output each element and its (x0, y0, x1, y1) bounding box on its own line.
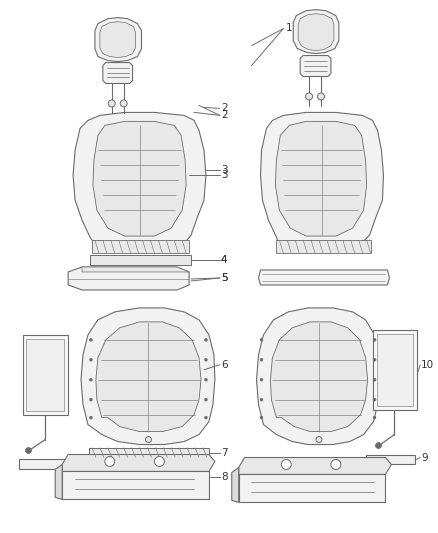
Circle shape (108, 100, 115, 107)
Polygon shape (81, 308, 215, 445)
Text: 2: 2 (221, 110, 227, 120)
Circle shape (145, 437, 152, 442)
Polygon shape (261, 112, 383, 248)
Polygon shape (90, 255, 191, 265)
Polygon shape (300, 55, 331, 77)
Text: 7: 7 (221, 448, 227, 457)
Circle shape (260, 378, 263, 381)
Circle shape (89, 338, 92, 341)
Polygon shape (293, 10, 339, 53)
Circle shape (155, 456, 164, 466)
Polygon shape (298, 14, 334, 51)
Circle shape (260, 416, 263, 419)
Circle shape (281, 459, 291, 470)
Text: 3: 3 (221, 170, 227, 180)
Text: 9: 9 (421, 453, 428, 463)
Text: 2: 2 (221, 103, 227, 114)
Polygon shape (26, 339, 64, 410)
Text: 6: 6 (221, 360, 227, 370)
Polygon shape (103, 62, 133, 84)
Text: 5: 5 (221, 273, 227, 283)
Polygon shape (82, 267, 189, 272)
Polygon shape (377, 334, 413, 406)
Text: 5: 5 (221, 273, 227, 283)
Circle shape (373, 416, 376, 419)
Polygon shape (93, 122, 186, 236)
Polygon shape (239, 457, 392, 474)
Circle shape (373, 378, 376, 381)
Circle shape (373, 338, 376, 341)
Circle shape (205, 378, 208, 381)
Circle shape (89, 398, 92, 401)
Circle shape (25, 448, 32, 454)
Polygon shape (62, 455, 215, 472)
Circle shape (316, 437, 322, 442)
Circle shape (375, 442, 381, 449)
Polygon shape (68, 267, 189, 290)
Polygon shape (276, 122, 367, 236)
Polygon shape (96, 322, 201, 432)
Polygon shape (95, 18, 141, 61)
Circle shape (373, 398, 376, 401)
Polygon shape (366, 455, 415, 464)
Polygon shape (239, 474, 385, 503)
Polygon shape (89, 448, 209, 457)
Polygon shape (100, 22, 135, 58)
Polygon shape (257, 308, 379, 445)
Circle shape (260, 398, 263, 401)
Text: 4: 4 (221, 255, 227, 265)
Polygon shape (73, 112, 206, 248)
Circle shape (89, 378, 92, 381)
Polygon shape (373, 330, 417, 410)
Polygon shape (276, 240, 371, 253)
Polygon shape (62, 472, 209, 499)
Polygon shape (92, 240, 189, 253)
Circle shape (205, 398, 208, 401)
Circle shape (89, 416, 92, 419)
Circle shape (373, 358, 376, 361)
Circle shape (260, 338, 263, 341)
Polygon shape (55, 464, 62, 499)
Circle shape (205, 416, 208, 419)
Polygon shape (270, 322, 367, 432)
Polygon shape (232, 467, 239, 503)
Circle shape (260, 358, 263, 361)
Text: 1: 1 (286, 22, 293, 33)
Circle shape (306, 93, 313, 100)
Polygon shape (258, 270, 389, 285)
Circle shape (331, 459, 341, 470)
Text: 3: 3 (221, 165, 227, 175)
Text: 8: 8 (221, 472, 227, 482)
Circle shape (120, 100, 127, 107)
Polygon shape (18, 459, 68, 470)
Circle shape (89, 358, 92, 361)
Polygon shape (22, 335, 68, 415)
Text: 10: 10 (421, 360, 434, 370)
Circle shape (105, 456, 115, 466)
Circle shape (205, 338, 208, 341)
Circle shape (205, 358, 208, 361)
Text: 4: 4 (221, 255, 227, 265)
Circle shape (318, 93, 325, 100)
